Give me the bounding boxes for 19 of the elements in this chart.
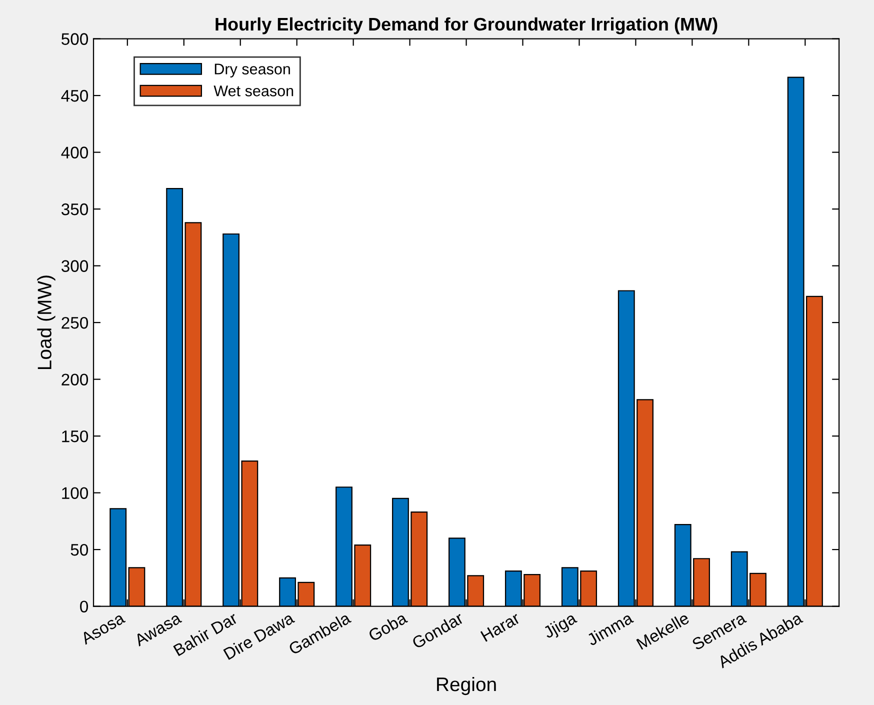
x-axis-title: Region bbox=[437, 676, 496, 696]
chart-title: Hourly Electricity Demand for Groundwater Irrigation (MW) bbox=[216, 17, 718, 34]
y-axis-title: Load (MW) bbox=[37, 276, 56, 370]
y-tick-label: 500 bbox=[62, 33, 88, 45]
y-tick-label: 450 bbox=[61, 90, 88, 102]
y-tick-label: 100 bbox=[62, 487, 88, 499]
y-tick-label: 300 bbox=[61, 260, 88, 272]
y-tick-label: 50 bbox=[70, 544, 88, 556]
y-tick-label: 150 bbox=[62, 430, 88, 442]
y-tick-label: 200 bbox=[62, 374, 88, 386]
x-tick-label: Jjiga bbox=[542, 611, 580, 642]
y-tick-label: 400 bbox=[61, 146, 88, 158]
legend-label: Wet season bbox=[214, 86, 294, 96]
x-tick-label: Goba bbox=[367, 611, 408, 642]
legend-label: Dry season bbox=[214, 64, 290, 78]
x-tick-label: Harar bbox=[480, 612, 521, 642]
y-tick-label: 350 bbox=[61, 203, 88, 216]
y-tick-label: 0 bbox=[80, 600, 88, 613]
y-tick-label: 250 bbox=[62, 316, 88, 329]
